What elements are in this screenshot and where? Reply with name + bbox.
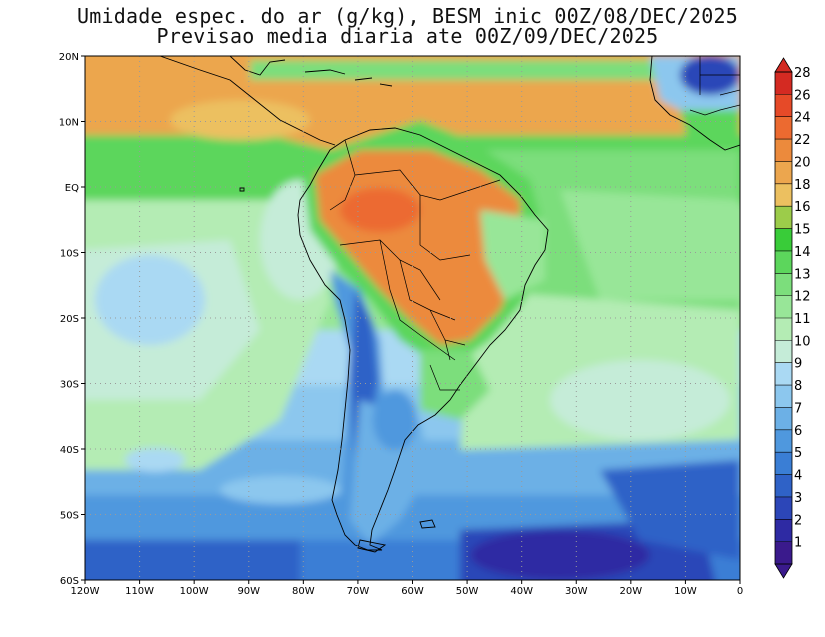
colorbar-swatch (775, 318, 792, 341)
lon-label: 70W (347, 586, 370, 597)
colorbar-swatch (775, 362, 792, 386)
lat-label: 20N (59, 52, 79, 63)
lon-label: 100W (180, 586, 209, 597)
axes: 120W 110W 100W 90W 80W 70W 60W 50W 40W 30W 20W 10W 0… (59, 52, 743, 597)
lat-label: 10N (59, 118, 79, 129)
lon-label: 60W (401, 586, 424, 597)
colorbar-swatch (775, 116, 792, 140)
lat-label: 20S (60, 314, 79, 325)
colorbar-label: 8 (794, 379, 802, 394)
colorbar-swatch (775, 340, 792, 363)
colorbar-swatch (775, 385, 792, 408)
colorbar-label: 4 (794, 469, 802, 484)
colorbar-label: 9 (794, 357, 802, 372)
lon-label: 120W (71, 586, 100, 597)
colorbar-label: 18 (794, 178, 811, 193)
colorbar-label: 1 (794, 536, 802, 551)
colorbar-swatch (775, 228, 792, 251)
colorbar-swatch (775, 72, 792, 95)
lat-label: 10S (60, 249, 79, 260)
colorbar-swatch (775, 474, 792, 497)
colorbar-label: 7 (794, 401, 802, 416)
colorbar-swatch (775, 519, 792, 542)
colorbar-swatch (775, 183, 792, 207)
lon-label: 110W (125, 586, 154, 597)
lon-label: 90W (237, 586, 260, 597)
colorbar-swatch (775, 541, 792, 564)
colorbar-label: 20 (794, 155, 811, 170)
colorbar-swatch (775, 496, 792, 520)
colorbar-label: 14 (794, 245, 811, 260)
lat-label: EQ (65, 183, 79, 194)
colorbar-label: 10 (794, 334, 811, 349)
map-subtitle: Previsao media diaria ate 00Z/09/DEC/202… (156, 24, 659, 48)
lat-label: 50S (60, 511, 79, 522)
lon-label: 80W (292, 586, 315, 597)
lon-label: 0 (737, 586, 743, 597)
colorbar-swatch (775, 407, 792, 430)
lon-label: 30W (565, 586, 588, 597)
colorbar-min-cap (774, 563, 793, 579)
colorbar-label: 6 (794, 424, 802, 439)
colorbar-label: 24 (794, 111, 811, 126)
colorbar-swatch (775, 452, 792, 475)
lon-label: 40W (510, 586, 533, 597)
lat-label: 60S (60, 576, 79, 587)
colorbar-swatch (775, 206, 792, 229)
colorbar-label: 5 (794, 446, 802, 461)
lat-label: 30S (60, 380, 79, 391)
colorbar-swatch (775, 139, 792, 162)
colorbar-swatch (775, 94, 792, 117)
colorbar-swatch (775, 295, 792, 318)
colorbar-label: 16 (794, 200, 811, 215)
lon-label: 20W (620, 586, 643, 597)
colorbar-label: 22 (794, 133, 811, 148)
colorbar-label: 2 (794, 513, 802, 528)
graticule (85, 56, 740, 580)
colorbar-label: 28 (794, 66, 811, 81)
map-title: Umidade espec. do ar (g/kg), BESM inic 0… (76, 4, 738, 28)
coastlines (159, 56, 740, 553)
colorbar-label: 3 (794, 491, 802, 506)
colorbar-max-cap (774, 57, 793, 73)
colorbar-label: 13 (794, 267, 811, 282)
lat-label: 40S (60, 445, 79, 456)
colorbar-swatch (775, 161, 792, 184)
lon-label: 10W (674, 586, 697, 597)
colorbar-swatch (775, 429, 792, 453)
colorbar-label: 15 (794, 223, 811, 238)
colorbar-label: 12 (794, 290, 811, 305)
colorbar-swatch (775, 250, 792, 274)
colorbar-swatch (775, 273, 792, 296)
humidity-field (85, 56, 740, 580)
colorbar-label: 26 (794, 88, 811, 103)
colorbar-label: 11 (794, 312, 811, 327)
lon-label: 50W (456, 586, 479, 597)
